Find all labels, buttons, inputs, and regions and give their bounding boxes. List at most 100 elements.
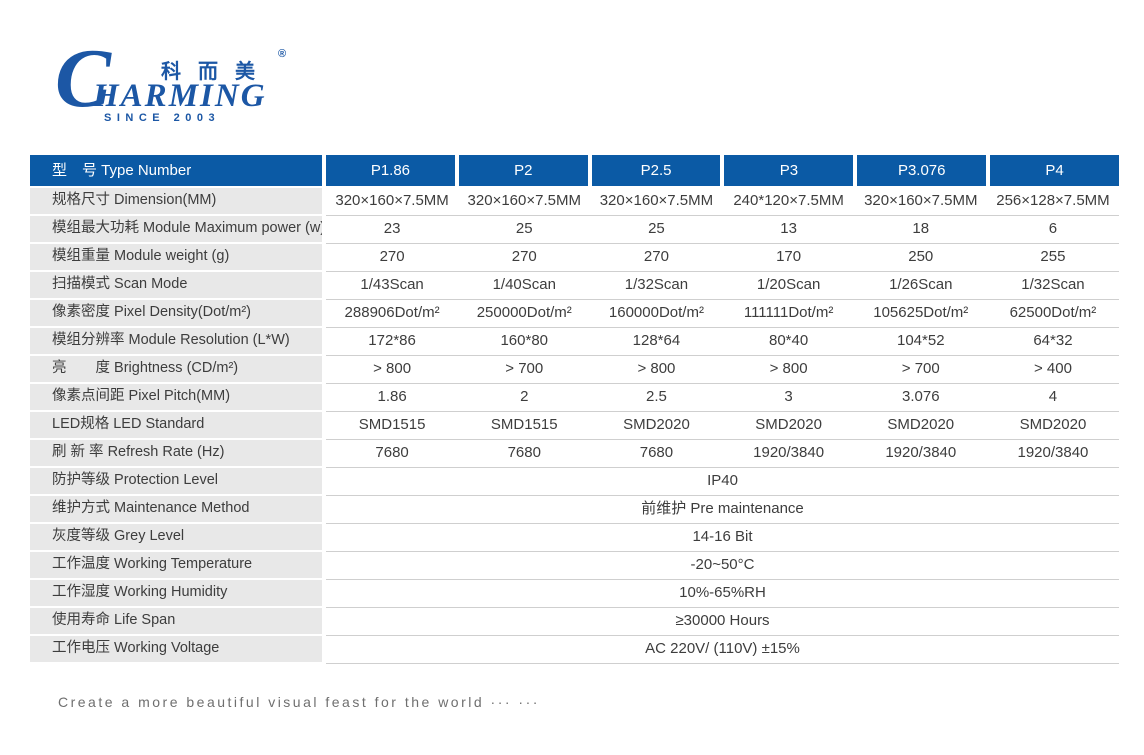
cell-value: 18 — [912, 220, 930, 237]
row-label: 维护方式 Maintenance Method — [30, 496, 322, 524]
cell-value: > 700 — [505, 360, 544, 377]
table-row: 像素密度 Pixel Density(Dot/m²) 288906Dot/m² 25… — [30, 300, 1119, 328]
cell-value: SMD2020 — [755, 416, 822, 433]
cell-value: > 400 — [1033, 360, 1072, 377]
cell-value: 111111Dot/m² — [743, 304, 834, 321]
cell-value: 1/20Scan — [756, 276, 821, 293]
table-row: LED规格 LED Standard SMD1515 SMD1515 SMD2020 S… — [30, 412, 1119, 440]
row-label: 工作湿度 Working Humidity — [30, 580, 322, 608]
cell-value: 64*32 — [1033, 332, 1073, 349]
cell-value: 320×160×7.5MM — [864, 192, 978, 209]
row-label: 像素点间距 Pixel Pitch(MM) — [30, 384, 322, 412]
cell-value: 2 — [520, 388, 529, 405]
row-values: 7680 7680 7680 1920/3840 1920/3840 1920/3840 — [326, 440, 1119, 468]
row-label: 防护等级 Protection Level — [30, 468, 322, 496]
cell-value: 25 — [515, 220, 533, 237]
cell-value: SMD2020 — [623, 416, 690, 433]
column-header-p2-5: P2.5 — [591, 155, 721, 186]
cell-value: SMD1515 — [490, 416, 558, 433]
cell-value: 1920/3840 — [753, 444, 825, 461]
row-values: 前维护 Pre maintenance — [326, 496, 1119, 524]
cell-value: 13 — [780, 220, 797, 237]
table-row: 工作电压 Working Voltage AC 220V/ (110V) ±15% — [30, 636, 1119, 664]
cell-value: 104*52 — [896, 332, 945, 349]
cell-value: 160000Dot/m² — [608, 304, 704, 321]
row-label: 刷 新 率 Refresh Rate (Hz) — [30, 440, 322, 468]
row-values: -20~50°C — [326, 552, 1119, 580]
cell-value: 2.5 — [646, 388, 667, 405]
row-values: 288906Dot/m² 250000Dot/m² 160000Dot/m² 1111… — [326, 300, 1119, 328]
column-header-p3-076: P3.076 — [857, 155, 987, 186]
cell-value: 128*64 — [632, 332, 681, 349]
cell-value: SMD1515 — [358, 416, 426, 433]
row-label: 模组分辨率 Module Resolution (L*W) — [30, 328, 322, 356]
row-values: 1/43Scan 1/40Scan 1/32Scan 1/20Scan 1/26Scan… — [326, 272, 1119, 300]
table-body: 规格尺寸 Dimension(MM) 320×160×7.5MM 320×160×7… — [30, 188, 1119, 664]
charming-logo: C 科而美 ® HARMING SINCE 2003 — [55, 37, 295, 137]
row-label: LED规格 LED Standard — [30, 412, 322, 440]
row-label: 模组最大功耗 Module Maximum power (w) — [30, 216, 322, 244]
spec-table: 型 号 Type Number P1.86 P2 P2.5 P3 P3.076 P4 规格… — [30, 155, 1119, 664]
cell-value: 1/26Scan — [889, 276, 953, 293]
cell-value: 7680 — [507, 444, 541, 461]
row-values: ≥30000 Hours — [326, 608, 1119, 636]
cell-value: 256×128×7.5MM — [996, 192, 1110, 209]
row-label: 亮 度 Brightness (CD/m²) — [30, 356, 322, 384]
cell-value: 1920/3840 — [1017, 444, 1089, 461]
row-values: 270 270 270 170 250 255 — [326, 244, 1119, 272]
table-row: 工作温度 Working Temperature -20~50°C — [30, 552, 1119, 580]
cell-value: 240*120×7.5MM — [733, 192, 844, 209]
table-row: 工作湿度 Working Humidity 10%-65%RH — [30, 580, 1119, 608]
column-header-p1-86: P1.86 — [326, 155, 455, 186]
table-row: 扫描模式 Scan Mode 1/43Scan 1/40Scan 1/32Scan 1/… — [30, 272, 1119, 300]
cell-value: 250 — [908, 248, 934, 265]
logo-initial-letter: C — [55, 32, 112, 125]
logo-wordmark: HARMING — [93, 78, 267, 114]
merged-value: 前维护 Pre maintenance — [641, 500, 804, 517]
cell-value: 4 — [1048, 388, 1058, 405]
cell-value: SMD2020 — [887, 416, 955, 433]
column-header-p4: P4 — [990, 155, 1119, 186]
footer-slogan: Create a more beautiful visual feast for… — [58, 694, 540, 710]
cell-value: 1/32Scan — [624, 276, 689, 293]
merged-value: 14-16 Bit — [692, 528, 753, 545]
table-row: 防护等级 Protection Level IP40 — [30, 468, 1119, 496]
table-row: 规格尺寸 Dimension(MM) 320×160×7.5MM 320×160×7… — [30, 188, 1119, 216]
cell-value: 80*40 — [768, 332, 809, 349]
cell-value: 23 — [383, 220, 401, 237]
table-row: 模组重量 Module weight (g) 270 270 270 170 250 255 — [30, 244, 1119, 272]
cell-value: > 800 — [769, 360, 808, 377]
cell-value: 1/40Scan — [492, 276, 556, 293]
cell-value: 320×160×7.5MM — [599, 192, 714, 209]
row-values: 10%-65%RH — [326, 580, 1119, 608]
row-values: IP40 — [326, 468, 1119, 496]
row-label: 灰度等级 Grey Level — [30, 524, 322, 552]
cell-value: 320×160×7.5MM — [335, 192, 449, 209]
cell-value: 320×160×7.5MM — [467, 192, 581, 209]
cell-value: 270 — [379, 248, 405, 265]
row-values: 14-16 Bit — [326, 524, 1119, 552]
merged-value: 10%-65%RH — [679, 584, 766, 601]
cell-value: 172*86 — [368, 332, 416, 349]
table-row: 亮 度 Brightness (CD/m²) > 800 > 700 > 800 > 8… — [30, 356, 1119, 384]
cell-value: 1.86 — [377, 388, 407, 405]
table-row: 模组分辨率 Module Resolution (L*W) 172*86 160*8… — [30, 328, 1119, 356]
cell-value: 250000Dot/m² — [476, 304, 572, 321]
cell-value: 1/32Scan — [1021, 276, 1085, 293]
merged-value: ≥30000 Hours — [675, 612, 770, 629]
cell-value: 6 — [1048, 220, 1058, 237]
row-label: 模组重量 Module weight (g) — [30, 244, 322, 272]
cell-value: 7680 — [375, 444, 409, 461]
table-row: 灰度等级 Grey Level 14-16 Bit — [30, 524, 1119, 552]
cell-value: 3.076 — [902, 388, 940, 405]
cell-value: SMD2020 — [1019, 416, 1087, 433]
cell-value: 170 — [776, 248, 802, 265]
row-label: 扫描模式 Scan Mode — [30, 272, 322, 300]
cell-value: 160*80 — [500, 332, 549, 349]
row-label: 工作温度 Working Temperature — [30, 552, 322, 580]
cell-value: > 700 — [901, 360, 940, 377]
table-row: 维护方式 Maintenance Method 前维护 Pre maintenan… — [30, 496, 1119, 524]
cell-value: 25 — [648, 220, 665, 237]
cell-value: 255 — [1040, 248, 1066, 265]
table-row: 模组最大功耗 Module Maximum power (w) 23 25 25 13 1… — [30, 216, 1119, 244]
